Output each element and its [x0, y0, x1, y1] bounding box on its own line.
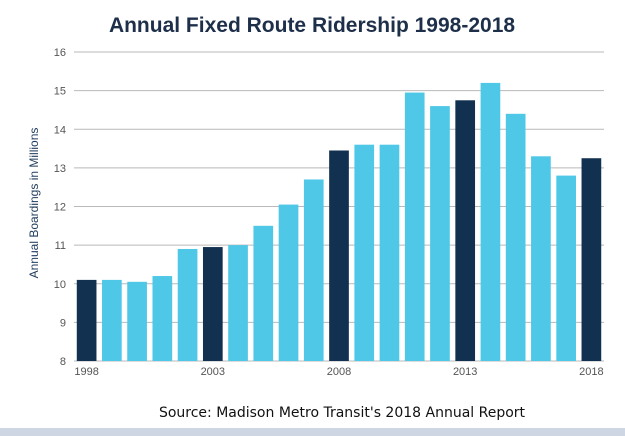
bar-1999 [102, 279, 122, 361]
bar-2004 [228, 245, 248, 362]
bar-2014 [480, 82, 501, 362]
y-axis-ticks: 8 9 10 11 12 13 14 15 16 [54, 47, 66, 368]
y-tick-label: 15 [54, 86, 66, 98]
bar-2006 [278, 204, 299, 361]
x-tick-label: 2008 [327, 366, 351, 378]
bar-2007 [303, 179, 324, 361]
x-axis-ticks: 1998 2003 2008 2013 2018 [74, 366, 603, 378]
bar-2005 [253, 225, 274, 361]
y-tick-label: 16 [54, 47, 66, 59]
y-tick-label: 11 [55, 240, 66, 252]
x-tick-label: 1998 [74, 366, 98, 378]
bar-2017 [556, 175, 576, 361]
bar-2002 [177, 248, 198, 361]
chart-title: Annual Fixed Route Ridership 1998-2018 [109, 14, 515, 37]
y-tick-label: 13 [54, 163, 66, 175]
y-tick-label: 8 [60, 356, 66, 368]
bar-2010 [379, 144, 400, 361]
bar-2008 [329, 150, 349, 361]
bar-2003 [202, 247, 223, 361]
source-note: Source: Madison Metro Transit's 2018 Ann… [159, 405, 526, 421]
bar-2009 [354, 144, 375, 361]
bar-2018 [581, 158, 602, 361]
bar-1998 [76, 279, 97, 361]
bar-2012 [430, 106, 450, 361]
bar-2000 [127, 281, 147, 361]
bar-2011 [404, 92, 425, 361]
bar-2016 [531, 156, 551, 361]
bar-2013 [455, 100, 476, 361]
bar-2015 [505, 113, 526, 361]
bars [76, 82, 602, 362]
x-tick-label: 2018 [579, 366, 603, 378]
y-tick-label: 14 [54, 124, 66, 136]
y-axis-label: Annual Boardings in Millions [27, 128, 41, 279]
bottom-strip [0, 428, 625, 436]
y-tick-label: 9 [60, 317, 66, 329]
x-tick-label: 2003 [201, 366, 225, 378]
y-tick-label: 10 [54, 279, 66, 291]
y-tick-label: 12 [54, 202, 66, 214]
bar-2001 [152, 276, 173, 361]
x-tick-label: 2013 [453, 366, 477, 378]
